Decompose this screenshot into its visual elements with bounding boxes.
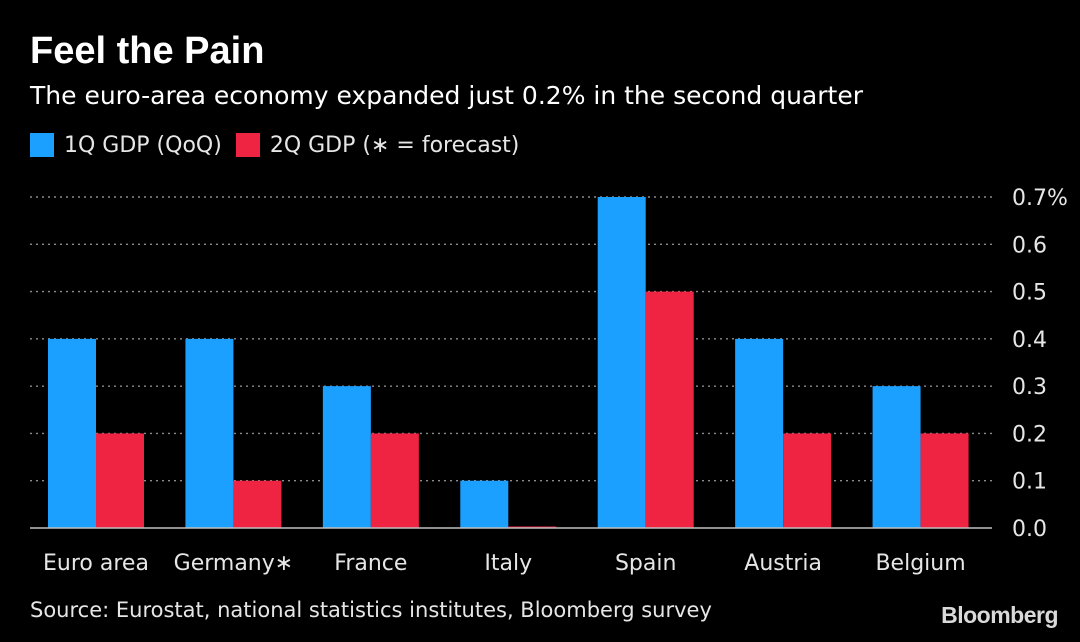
legend-swatch-2q bbox=[235, 133, 260, 157]
bar-2q bbox=[370, 433, 419, 528]
y-tick-label: 0.7% bbox=[1012, 186, 1068, 211]
bar-1q bbox=[872, 386, 921, 528]
bloomberg-logo: Bloomberg bbox=[941, 602, 1058, 628]
x-tick-label: Spain bbox=[615, 551, 676, 576]
y-tick-label: 0.5 bbox=[1012, 281, 1047, 306]
y-tick-label: 0.1 bbox=[1012, 470, 1047, 495]
bar-2q bbox=[645, 291, 694, 528]
x-tick-label: Belgium bbox=[875, 551, 965, 576]
bar-1q bbox=[460, 480, 509, 528]
bar-2q bbox=[783, 433, 832, 528]
y-tick-label: 0.6 bbox=[1012, 233, 1047, 258]
legend-item-1q: 1Q GDP (QoQ) bbox=[30, 133, 222, 158]
legend: 1Q GDP (QoQ) 2Q GDP (∗ = forecast) bbox=[30, 130, 533, 160]
legend-label-2q: 2Q GDP (∗ = forecast) bbox=[269, 132, 520, 158]
bar-1q bbox=[185, 338, 234, 528]
y-tick-label: 0.4 bbox=[1012, 328, 1047, 353]
y-tick-label: 0.3 bbox=[1012, 375, 1047, 400]
bar-2q bbox=[233, 480, 282, 528]
bar-2q bbox=[96, 433, 144, 528]
legend-item-2q: 2Q GDP (∗ = forecast) bbox=[235, 132, 520, 158]
legend-swatch-1q bbox=[30, 133, 54, 157]
bar-2q bbox=[920, 433, 969, 528]
x-tick-label: Italy bbox=[484, 551, 532, 576]
x-tick-label: Euro area bbox=[43, 551, 149, 576]
y-tick-label: 0.0 bbox=[1012, 517, 1047, 542]
x-tick-label: France bbox=[334, 551, 407, 576]
bar-1q bbox=[597, 197, 646, 528]
source-note: Source: Eurostat, national statistics in… bbox=[30, 598, 712, 622]
chart-title: Feel the Pain bbox=[30, 30, 265, 72]
x-tick-label: Germany∗ bbox=[174, 551, 294, 576]
x-tick-label: Austria bbox=[744, 551, 822, 576]
bar-1q bbox=[735, 338, 784, 528]
legend-label-1q: 1Q GDP (QoQ) bbox=[64, 132, 222, 158]
bar-1q bbox=[48, 338, 96, 528]
bar-1q bbox=[322, 386, 371, 528]
chart-subtitle: The euro-area economy expanded just 0.2%… bbox=[30, 81, 863, 110]
y-tick-label: 0.2 bbox=[1012, 422, 1047, 447]
